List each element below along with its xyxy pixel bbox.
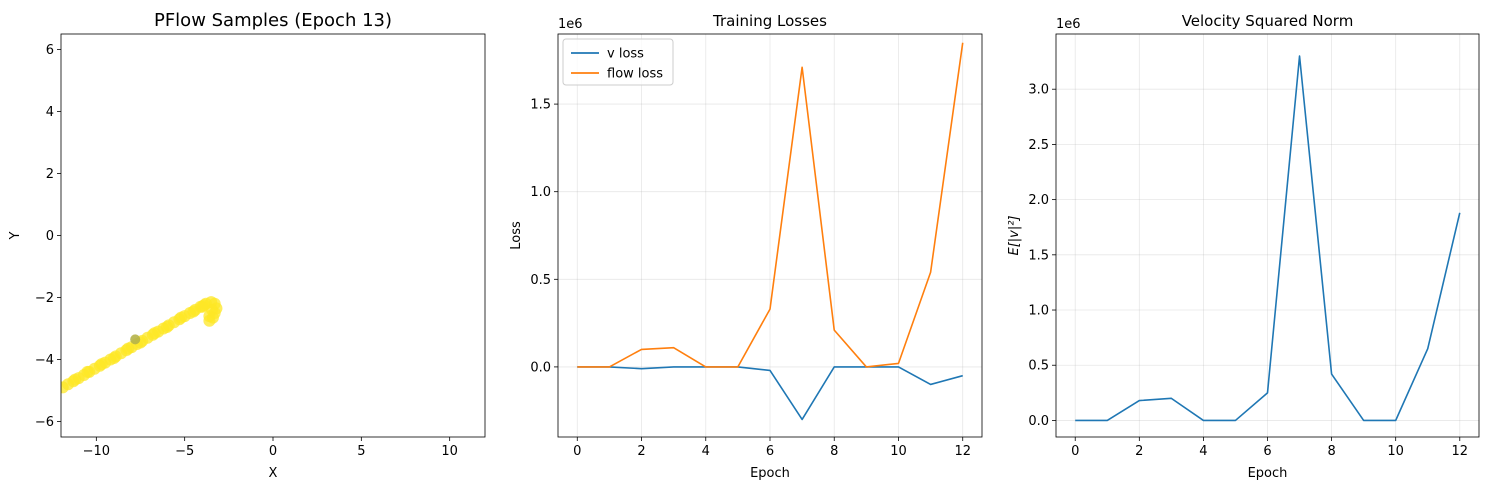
scatter-x-ticks: −10 −5 0 5 10 <box>83 437 458 459</box>
x-tick-label: 0 <box>573 444 581 459</box>
velocity-y-label: E[|v|²] <box>1007 215 1022 255</box>
velocity-x-label: Epoch <box>1248 466 1288 481</box>
scatter-point <box>148 327 161 340</box>
legend-label: v loss <box>607 47 644 62</box>
legend-label: flow loss <box>607 67 663 82</box>
losses-grid <box>558 34 982 437</box>
scatter-point <box>81 365 94 378</box>
x-tick-label: 0 <box>1071 444 1079 459</box>
losses-y-ticks: 0.0 0.5 1.0 1.5 <box>530 98 558 375</box>
scatter-point <box>122 342 135 355</box>
y-tick-label: 4 <box>46 105 54 120</box>
y-tick-label: 3.0 <box>1028 83 1049 98</box>
losses-lines <box>577 42 964 421</box>
scatter-y-ticks: −6 −4 −2 0 2 4 6 <box>35 43 61 430</box>
x-tick-label: 8 <box>1327 444 1335 459</box>
scatter-panel: −10 −5 0 5 10 −6 −4 −2 0 2 4 6 PFlow Samples (Epoc… <box>8 10 486 481</box>
series-line <box>577 42 964 368</box>
training-losses-panel: 0 2 4 6 8 10 12 0.0 0.5 1.0 1.5 Training Losses E… <box>509 12 983 481</box>
scatter-point <box>203 314 216 327</box>
x-tick-label: 5 <box>357 444 365 459</box>
x-tick-label: 2 <box>1135 444 1143 459</box>
losses-y-label: Loss <box>509 221 524 250</box>
y-tick-label: 1.0 <box>530 185 551 200</box>
scatter-point <box>95 358 108 371</box>
scatter-y-label: Y <box>8 231 23 240</box>
losses-x-label: Epoch <box>750 466 790 481</box>
velocity-norm-panel: 0 2 4 6 8 10 12 0.0 0.5 1.0 1.5 2.0 2.5 3.0 Velocity… <box>1007 12 1480 481</box>
scatter-title: PFlow Samples (Epoch 13) <box>154 10 392 31</box>
y-tick-label: 1.0 <box>1028 304 1049 319</box>
losses-x-ticks: 0 2 4 6 8 10 12 <box>573 437 971 459</box>
scatter-x-label: X <box>269 466 278 481</box>
x-tick-label: 0 <box>269 444 277 459</box>
x-tick-label: 8 <box>830 444 838 459</box>
scatter-point <box>69 373 82 386</box>
scatter-point <box>196 300 209 313</box>
y-tick-label: 0 <box>46 229 54 244</box>
x-tick-label: 6 <box>766 444 774 459</box>
y-tick-label: 2.0 <box>1028 193 1049 208</box>
velocity-lines <box>1075 55 1461 422</box>
scatter-points <box>61 296 223 394</box>
y-tick-label: 6 <box>46 43 54 58</box>
y-tick-label: 2.5 <box>1028 138 1049 153</box>
scatter-point <box>108 351 120 364</box>
x-tick-label: 10 <box>890 444 907 459</box>
y-tick-label: 0.0 <box>530 360 551 375</box>
velocity-offset-text: 1e6 <box>1056 17 1081 32</box>
y-tick-label: 0.5 <box>530 273 551 288</box>
x-tick-label: 10 <box>1387 444 1404 459</box>
scatter-point <box>61 381 69 394</box>
velocity-grid <box>1056 34 1479 437</box>
scatter-point <box>161 320 173 333</box>
x-tick-label: 12 <box>954 444 971 459</box>
x-tick-label: −5 <box>175 444 194 459</box>
x-tick-label: 12 <box>1451 444 1468 459</box>
y-tick-label: 2 <box>46 167 54 182</box>
y-tick-label: −6 <box>35 415 54 430</box>
y-tick-label: −4 <box>35 353 54 368</box>
x-tick-label: −10 <box>83 444 110 459</box>
scatter-point <box>206 303 219 316</box>
losses-offset-text: 1e6 <box>558 17 583 32</box>
scatter-point-highlight <box>130 334 141 345</box>
velocity-y-ticks: 0.0 0.5 1.0 1.5 2.0 2.5 3.0 <box>1028 83 1056 429</box>
series-line <box>577 366 963 421</box>
y-tick-label: 1.5 <box>530 98 551 113</box>
losses-title: Training Losses <box>712 12 827 30</box>
x-tick-label: 2 <box>637 444 645 459</box>
series-line <box>1075 55 1461 422</box>
y-tick-label: 1.5 <box>1028 248 1049 263</box>
losses-legend: v loss flow loss <box>562 38 674 86</box>
x-tick-label: 4 <box>1199 444 1207 459</box>
x-tick-label: 10 <box>441 444 458 459</box>
y-tick-label: −2 <box>35 291 54 306</box>
scatter-point <box>187 305 200 318</box>
velocity-x-ticks: 0 2 4 6 8 10 12 <box>1071 437 1468 459</box>
velocity-title: Velocity Squared Norm <box>1182 12 1354 30</box>
x-tick-label: 6 <box>1263 444 1271 459</box>
y-tick-label: 0.5 <box>1028 359 1049 374</box>
scatter-point <box>175 311 188 324</box>
x-tick-label: 4 <box>702 444 710 459</box>
y-tick-label: 0.0 <box>1028 414 1049 429</box>
